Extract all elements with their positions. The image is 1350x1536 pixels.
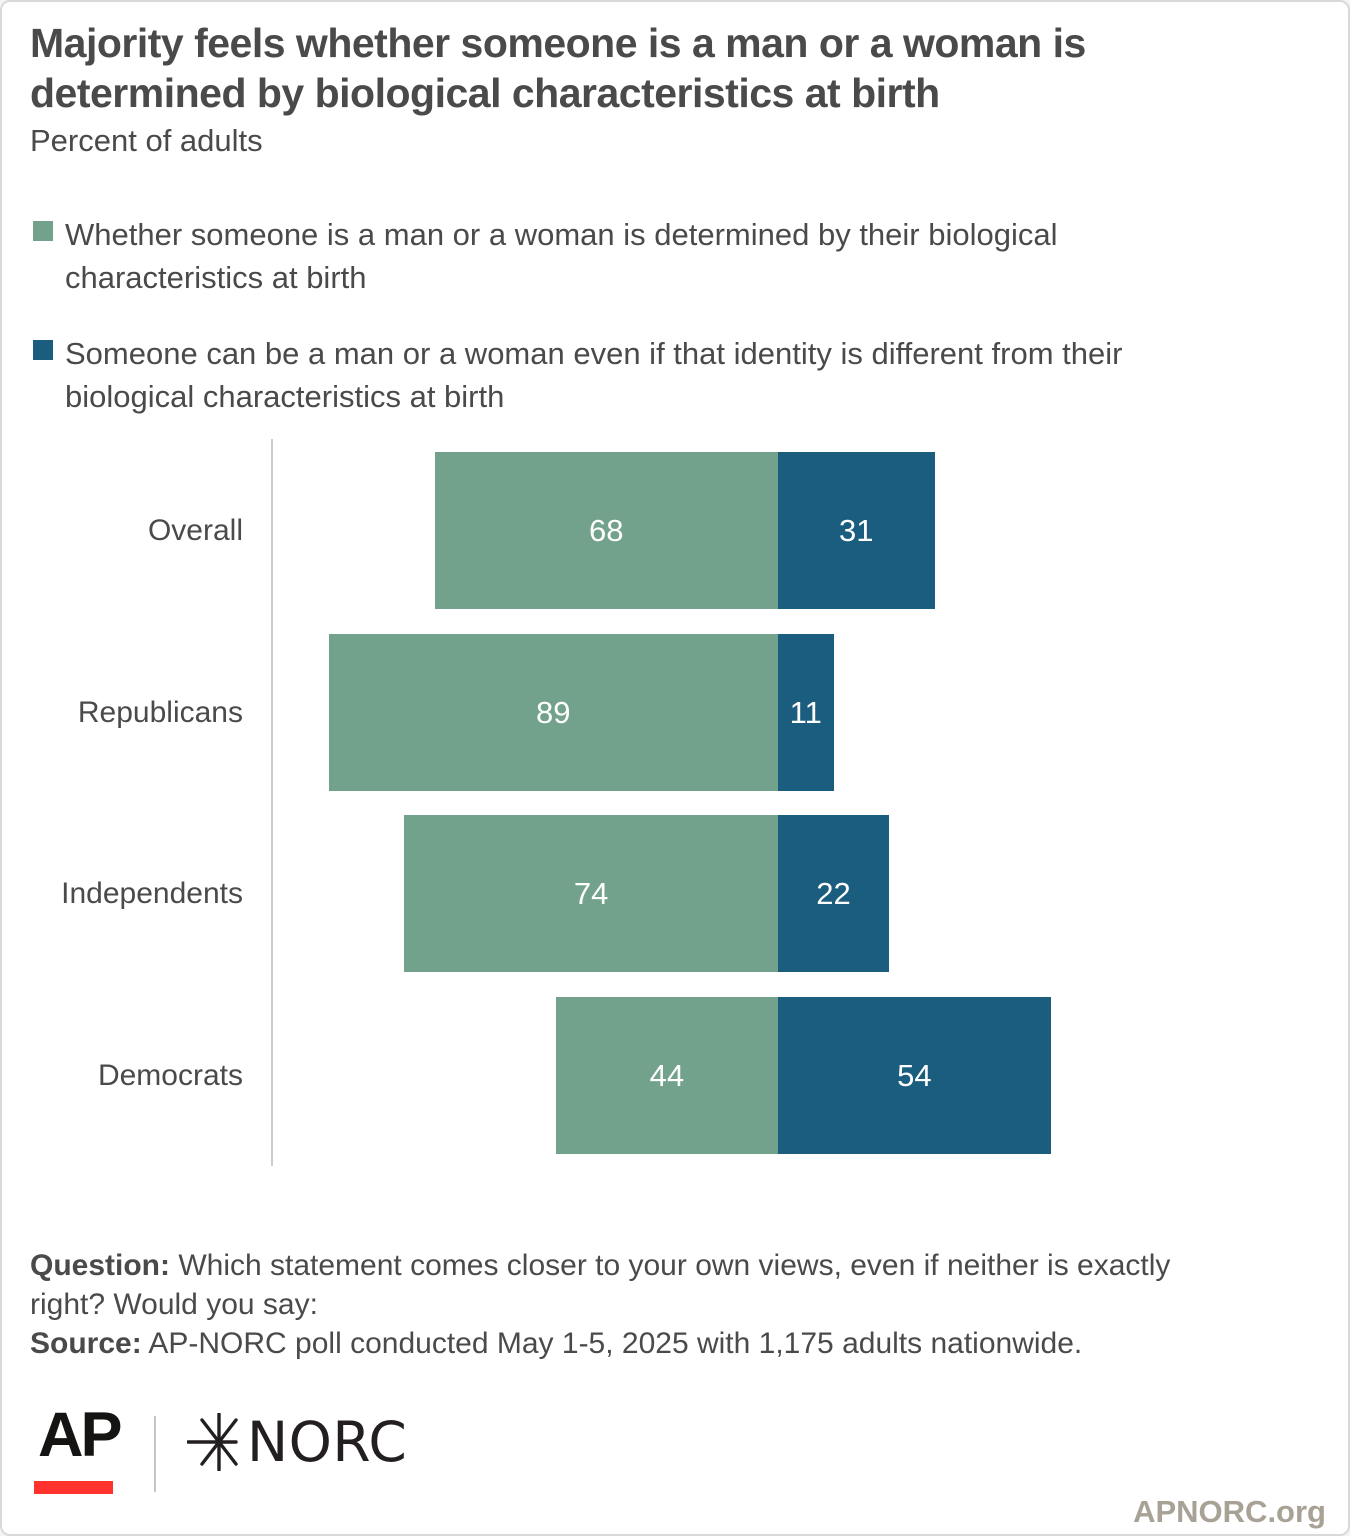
- y-axis-line: [271, 439, 273, 1166]
- bar-row-independents: Independents 74 22: [2, 815, 1348, 972]
- source-note: Source: AP-NORC poll conducted May 1-5, …: [30, 1324, 1328, 1363]
- bar-value: 44: [649, 1057, 685, 1093]
- legend-swatch-green-icon: [33, 221, 53, 241]
- bar-segment-identity: 22: [778, 815, 890, 972]
- logo-divider: [154, 1416, 156, 1492]
- norc-logo: NORC: [247, 1410, 408, 1474]
- category-label: Overall: [147, 513, 243, 547]
- norc-star-icon: [187, 1413, 238, 1471]
- chart-subtitle: Percent of adults: [30, 123, 263, 158]
- legend-label-identity: Someone can be a man or a woman even if …: [65, 335, 1123, 415]
- bar-value: 74: [573, 875, 609, 911]
- source-label: Source:: [30, 1327, 142, 1360]
- chart-title: Majority feels whether someone is a man …: [30, 20, 1086, 117]
- bar-segment-birth: 44: [555, 997, 778, 1154]
- legend: Whether someone is a man or a woman is d…: [33, 213, 1333, 451]
- bar-segment-identity: 11: [778, 634, 834, 791]
- bar-segment-identity: 54: [778, 997, 1051, 1154]
- ap-logo-underline: [34, 1481, 113, 1494]
- category-label: Democrats: [97, 1058, 243, 1092]
- legend-item-birth: Whether someone is a man or a woman is d…: [33, 213, 1333, 300]
- apnorc-site-link[interactable]: APNORC.org: [1133, 1494, 1326, 1529]
- legend-label-birth: Whether someone is a man or a woman is d…: [65, 217, 1058, 296]
- bar-value: 22: [816, 875, 851, 911]
- bar-value: 68: [589, 512, 624, 548]
- bar-segment-birth: 89: [328, 634, 778, 791]
- bar-segment-identity: 31: [778, 452, 935, 609]
- question-text: Which statement comes closer to your own…: [30, 1249, 1171, 1321]
- bar-segment-birth: 68: [434, 452, 778, 609]
- footnote: Question: Which statement comes closer t…: [30, 1246, 1328, 1363]
- source-text: AP-NORC poll conducted May 1-5, 2025 wit…: [141, 1327, 1083, 1360]
- bar-row-republicans: Republicans 89 11: [2, 634, 1348, 791]
- ap-logo: AP: [38, 1400, 123, 1470]
- bar-segment-birth: 74: [404, 815, 778, 972]
- bar-row-democrats: Democrats 44 54: [2, 997, 1348, 1154]
- bar-row-overall: Overall 68 31: [2, 452, 1348, 609]
- bar-value: 89: [536, 694, 571, 730]
- legend-swatch-blue-icon: [33, 339, 53, 360]
- question-label: Question:: [30, 1249, 170, 1282]
- bar-value: 11: [789, 694, 822, 730]
- bar-value: 54: [897, 1057, 932, 1093]
- question-note: Question: Which statement comes closer t…: [30, 1246, 1328, 1324]
- legend-item-identity: Someone can be a man or a woman even if …: [33, 332, 1333, 419]
- bar-value: 31: [839, 512, 874, 548]
- category-label: Independents: [61, 876, 243, 910]
- category-label: Republicans: [77, 695, 243, 729]
